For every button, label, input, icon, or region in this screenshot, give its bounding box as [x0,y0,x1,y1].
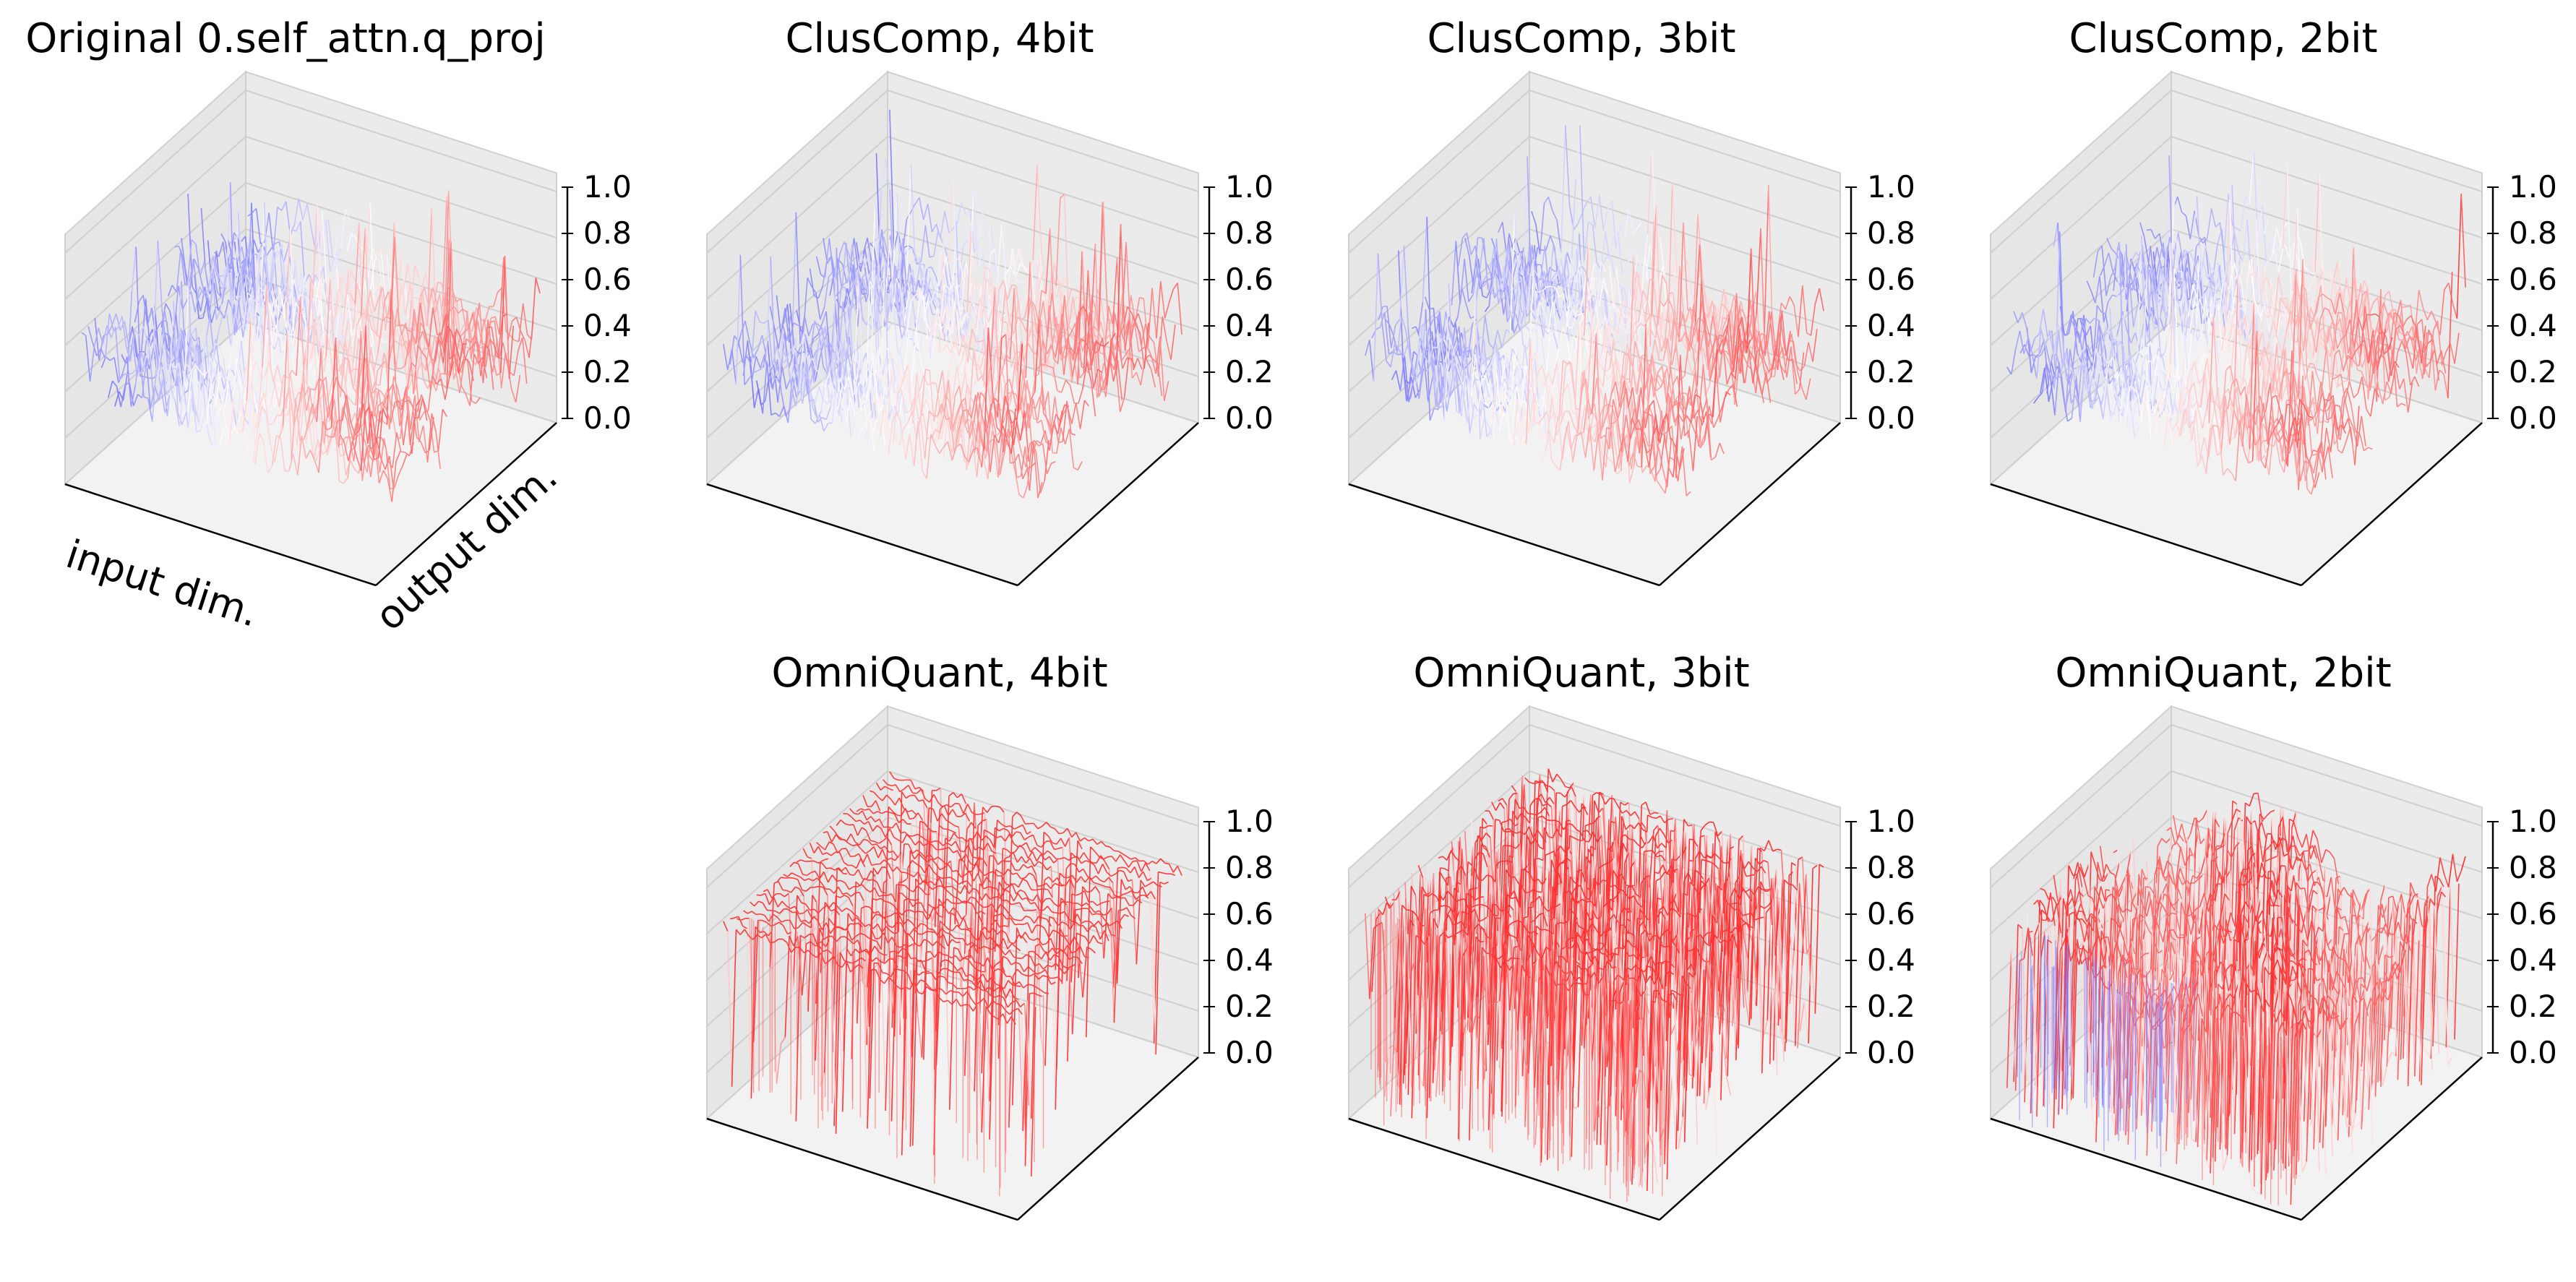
z-tick-label: 0.2 [1867,354,1915,390]
subplot-7: 0.0 0.2 0.4 0.6 0.8 1.0 OmniQuant, 2bit [1991,650,2557,1220]
z-tick-label: 0.0 [1867,400,1915,436]
z-tick-label: 0.0 [1225,400,1274,436]
subplot-title: ClusComp, 3bit [1427,15,1735,62]
z-tick-label: 0.2 [2509,354,2557,390]
z-tick-label: 0.6 [1225,262,1274,297]
z-tick-label: 0.8 [1867,850,1915,885]
z-tick-label: 1.0 [1867,169,1915,205]
z-tick-label: 0.4 [2509,942,2557,978]
z-tick-label: 0.8 [1867,215,1915,251]
z-tick-label: 0.4 [583,308,632,343]
subplot-title: OmniQuant, 3bit [1413,650,1749,697]
z-tick-label: 0.4 [1225,942,1274,978]
z-tick-label: 0.6 [1867,262,1915,297]
z-tick-label: 1.0 [2509,804,2557,839]
z-tick-label: 1.0 [1225,169,1274,205]
z-tick-label: 0.8 [583,215,632,251]
subplot-title: ClusComp, 2bit [2069,15,2377,62]
subplot-title: OmniQuant, 4bit [771,650,1107,697]
z-tick-label: 0.0 [1225,1035,1274,1070]
z-tick-label: 0.6 [2509,896,2557,932]
z-tick-label: 1.0 [2509,169,2557,205]
z-tick-label: 0.0 [2509,400,2557,436]
subplot-5: 0.0 0.2 0.4 0.6 0.8 1.0 OmniQuant, 4bit [707,650,1274,1220]
z-tick-label: 0.2 [583,354,632,390]
subplot-4: 0.0 0.2 0.4 0.6 0.8 1.0 ClusComp, 2bit [1991,15,2557,585]
z-tick-label: 0.2 [1867,989,1915,1024]
subplot-title: OmniQuant, 2bit [2055,650,2391,697]
z-tick-label: 0.0 [1867,1035,1915,1070]
subplot-title: Original 0.self_attn.q_proj [25,15,546,62]
z-tick-label: 0.2 [1225,354,1274,390]
z-tick-label: 0.8 [1225,215,1274,251]
subplot-1: 0.0 0.2 0.4 0.6 0.8 1.0 Original 0.self_attn.q… [25,15,632,640]
z-tick-label: 0.0 [583,400,632,436]
z-tick-label: 0.2 [2509,989,2557,1024]
z-tick-label: 0.2 [1225,989,1274,1024]
z-tick-label: 0.8 [1225,850,1274,885]
z-tick-label: 0.0 [2509,1035,2557,1070]
z-tick-label: 0.6 [2509,262,2557,297]
z-tick-label: 0.4 [1867,308,1915,343]
z-tick-label: 1.0 [1225,804,1274,839]
z-tick-label: 0.8 [2509,850,2557,885]
subplot-title: ClusComp, 4bit [785,15,1094,62]
z-tick-label: 0.6 [1867,896,1915,932]
z-tick-label: 1.0 [583,169,632,205]
z-tick-label: 0.6 [583,262,632,297]
z-tick-label: 0.4 [1225,308,1274,343]
subplot-6: 0.0 0.2 0.4 0.6 0.8 1.0 OmniQuant, 3bit [1349,650,1915,1220]
subplot-2: 0.0 0.2 0.4 0.6 0.8 1.0 ClusComp, 4bit [707,15,1274,585]
z-tick-label: 0.6 [1225,896,1274,932]
x-axis-label: input dim. [61,531,264,636]
z-tick-label: 1.0 [1867,804,1915,839]
subplot-3: 0.0 0.2 0.4 0.6 0.8 1.0 ClusComp, 3bit [1349,15,1915,585]
z-tick-label: 0.4 [2509,308,2557,343]
z-tick-label: 0.8 [2509,215,2557,251]
z-tick-label: 0.4 [1867,942,1915,978]
